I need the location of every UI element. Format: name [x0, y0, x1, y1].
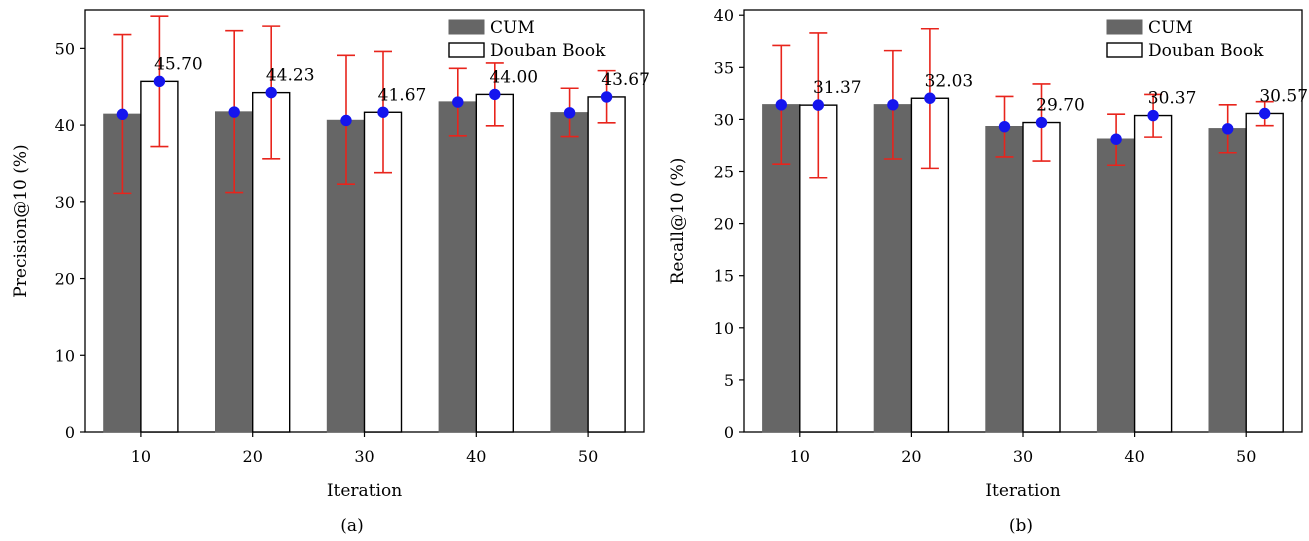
y-tick-label: 20 — [55, 270, 75, 289]
mean-point — [812, 99, 824, 111]
mean-point — [563, 107, 576, 119]
y-tick-label: 5 — [724, 371, 734, 390]
bar-douban-book — [1245, 112, 1284, 433]
mean-point — [340, 114, 352, 127]
bar-cum — [438, 101, 477, 433]
data-label: 44.23 — [266, 66, 315, 86]
bar-cum — [1208, 128, 1247, 433]
y-tick-label: 50 — [55, 39, 75, 58]
mean-point — [887, 99, 899, 111]
x-tick-label: 10 — [790, 447, 810, 466]
bar-douban-book — [1133, 114, 1173, 433]
x-tick-label: 20 — [243, 447, 263, 466]
legend-swatch-cum — [1106, 19, 1143, 35]
mean-point — [265, 86, 277, 99]
legend-label-douban-book: Douban Book — [490, 41, 606, 61]
mean-point — [998, 121, 1011, 133]
data-label: 31.37 — [813, 78, 862, 98]
bar-douban-book — [1022, 121, 1061, 433]
legend-label-douban-book: Douban Book — [1148, 41, 1264, 61]
mean-point — [228, 106, 240, 118]
y-tick-label: 30 — [55, 193, 75, 212]
legend-swatch-douban-book — [448, 42, 485, 58]
x-axis-label: Iteration — [327, 481, 402, 501]
panel-caption: (b) — [1009, 516, 1033, 536]
data-label: 30.37 — [1148, 89, 1197, 109]
bar-douban-book — [475, 93, 514, 433]
bar-cum — [550, 112, 589, 433]
mean-point — [116, 108, 129, 121]
x-axis-label: Iteration — [985, 481, 1060, 501]
mean-point — [1222, 123, 1234, 135]
legend-swatch-cum — [448, 19, 485, 35]
x-tick-label: 40 — [466, 447, 486, 466]
y-axis-label: Precision@10 (%) — [11, 144, 31, 297]
y-tick-label: 40 — [55, 116, 75, 135]
data-label: 32.03 — [925, 71, 974, 91]
x-tick-label: 30 — [1013, 447, 1033, 466]
mean-point — [1259, 107, 1271, 120]
x-tick-label: 40 — [1124, 447, 1144, 466]
y-tick-label: 20 — [714, 215, 734, 234]
mean-point — [1035, 116, 1048, 129]
legend-label-cum: CUM — [1148, 18, 1193, 38]
bar-cum — [985, 126, 1024, 433]
mean-point — [1110, 133, 1122, 145]
chart-panel-a: 0 10 20 30 40 50 10 20 30 40 50 45.70 44.23 41.67 44.0… — [11, 9, 650, 536]
chart-panel-b: 0 5 10 15 20 25 30 35 40 10 20 30 40 50 31.37 32.03 29.7… — [668, 6, 1308, 536]
y-tick-label: 25 — [714, 163, 734, 182]
y-tick-label: 10 — [714, 319, 734, 338]
x-tick-label: 30 — [354, 447, 374, 466]
mean-point — [1147, 109, 1159, 122]
y-tick-label: 30 — [714, 110, 734, 129]
x-tick-label: 10 — [131, 447, 151, 466]
data-label: 29.70 — [1036, 96, 1085, 116]
data-label: 43.67 — [601, 70, 650, 90]
data-label: 30.57 — [1259, 86, 1308, 106]
y-tick-label: 40 — [714, 6, 734, 25]
legend-swatch-douban-book — [1106, 42, 1143, 58]
y-tick-label: 35 — [714, 58, 734, 77]
y-tick-label: 10 — [55, 346, 75, 365]
x-tick-label: 50 — [578, 447, 598, 466]
bar-cum — [1096, 138, 1136, 433]
mean-point — [153, 75, 166, 88]
y-tick-label: 0 — [65, 423, 75, 442]
bar-douban-book — [587, 96, 626, 433]
mean-point — [489, 88, 501, 101]
y-axis-label: Recall@10 (%) — [668, 158, 688, 285]
x-tick-label: 50 — [1236, 447, 1256, 466]
mean-point — [377, 106, 389, 118]
mean-point — [924, 92, 936, 104]
mean-point — [600, 91, 613, 103]
mean-point — [775, 99, 787, 111]
data-label: 44.00 — [489, 67, 538, 87]
mean-point — [452, 96, 464, 108]
data-label: 41.67 — [378, 85, 427, 105]
data-label: 45.70 — [154, 54, 203, 74]
x-tick-label: 20 — [901, 447, 921, 466]
bar-douban-book — [140, 80, 179, 433]
panel-caption: (a) — [340, 516, 363, 536]
y-tick-label: 0 — [724, 423, 734, 442]
legend-label-cum: CUM — [490, 18, 535, 38]
y-tick-label: 15 — [714, 267, 734, 286]
